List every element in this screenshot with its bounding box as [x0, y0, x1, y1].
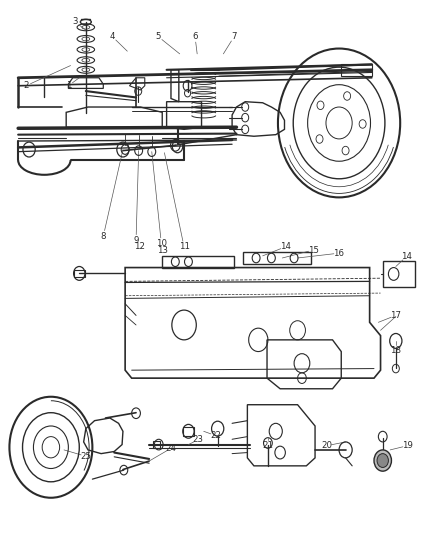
- Text: 22: 22: [210, 431, 221, 440]
- Text: 5: 5: [155, 32, 161, 41]
- Text: 12: 12: [134, 243, 145, 252]
- Circle shape: [377, 454, 389, 467]
- Text: 14: 14: [280, 243, 291, 252]
- Text: 15: 15: [308, 246, 319, 255]
- Text: 17: 17: [390, 311, 401, 320]
- Text: 19: 19: [402, 441, 413, 450]
- Text: 13: 13: [157, 246, 168, 255]
- Text: 3: 3: [72, 18, 78, 27]
- Text: 7: 7: [232, 32, 237, 41]
- Text: 10: 10: [156, 239, 167, 248]
- Text: 8: 8: [101, 232, 106, 241]
- Text: 2: 2: [23, 81, 29, 90]
- Text: 23: 23: [193, 435, 204, 445]
- Circle shape: [374, 450, 392, 471]
- Text: 11: 11: [179, 243, 190, 252]
- Text: 4: 4: [109, 32, 115, 41]
- Text: 21: 21: [262, 441, 273, 450]
- Text: 18: 18: [390, 346, 401, 355]
- Text: 24: 24: [166, 444, 177, 453]
- Text: 9: 9: [133, 236, 139, 245]
- Text: 16: 16: [333, 249, 344, 258]
- Text: 20: 20: [321, 441, 332, 450]
- Text: 14: 14: [401, 252, 412, 261]
- Text: 6: 6: [192, 32, 198, 41]
- Text: 25: 25: [80, 452, 92, 461]
- Text: 1: 1: [66, 81, 71, 90]
